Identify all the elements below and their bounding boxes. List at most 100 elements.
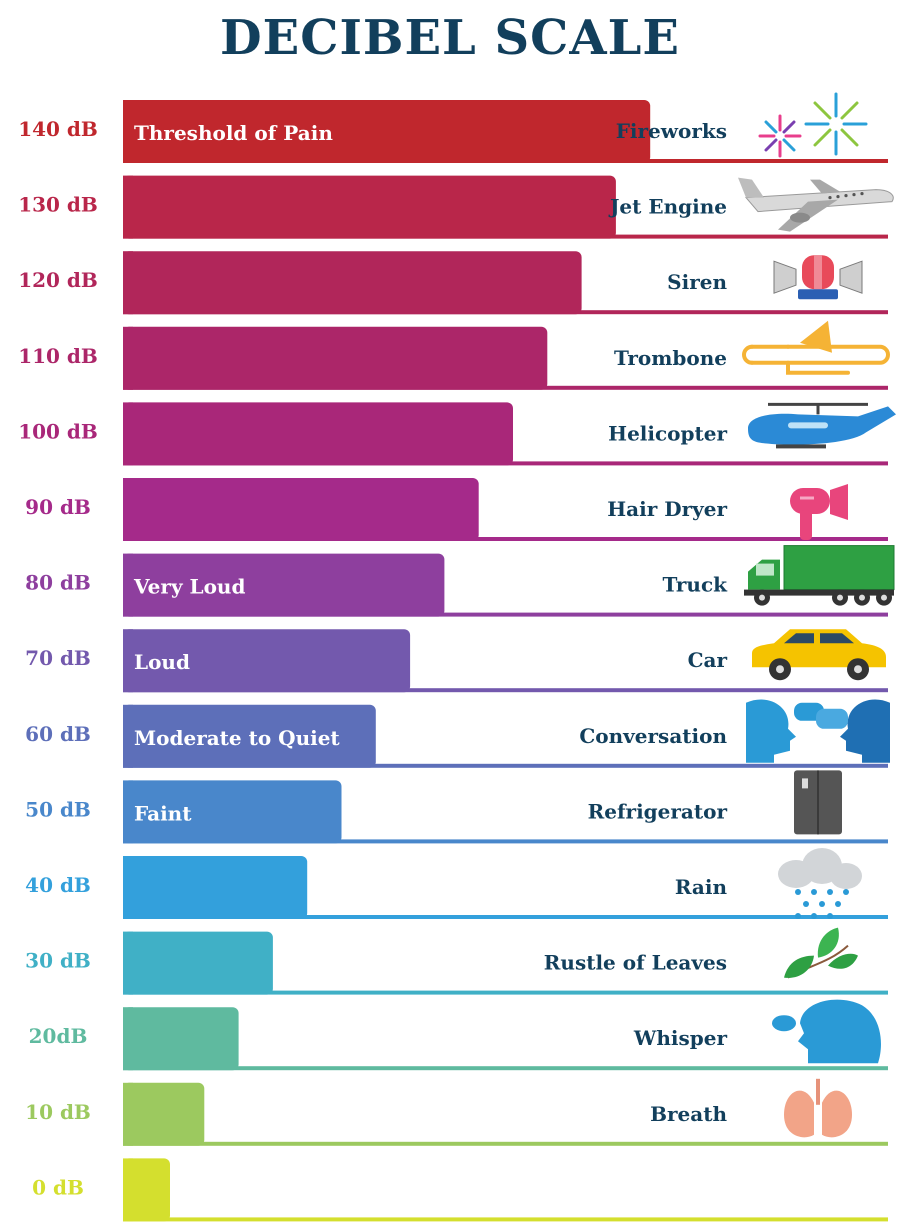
- decibel-level-label: 70 dB: [25, 646, 91, 670]
- sound-source-label: Hair Dryer: [607, 497, 727, 521]
- car-icon: [752, 629, 886, 681]
- helicopter-icon: [746, 402, 898, 450]
- decibel-bar-edge: [123, 856, 133, 919]
- decibel-row: 20dB Whisper: [29, 999, 888, 1071]
- decibel-bar-edge: [123, 629, 133, 693]
- hair-dryer-icon: [788, 482, 850, 542]
- row-baseline: [123, 1141, 888, 1146]
- decibel-level-label: 50 dB: [25, 797, 91, 821]
- sound-source-label: Siren: [667, 270, 727, 294]
- decibel-bar: [123, 780, 342, 844]
- decibel-bar: [123, 402, 513, 466]
- decibel-level-label: 80 dB: [25, 571, 91, 595]
- decibel-bar: [123, 553, 445, 617]
- decibel-row: 140 dB Threshold of Pain Fireworks: [18, 92, 888, 163]
- decibel-level-label: 110 dB: [18, 344, 98, 368]
- decibel-bar-edge: [123, 478, 133, 541]
- jet-engine-icon: [737, 177, 894, 233]
- decibel-row: 30 dB Rustle of Leaves: [25, 926, 888, 995]
- rain-icon: [778, 848, 862, 919]
- decibel-bar: [123, 1082, 205, 1146]
- decibel-row: 10 dB Breath: [25, 1076, 888, 1146]
- decibel-bar-edge: [123, 704, 133, 768]
- decibel-bar: [123, 1007, 239, 1071]
- fireworks-icon: [758, 92, 868, 158]
- decibel-bar-edge: [123, 251, 133, 315]
- row-baseline: [123, 763, 888, 768]
- decibel-bar: [123, 100, 651, 163]
- decibel-row: 120 dB Siren: [18, 251, 888, 315]
- sound-source-label: Fireworks: [616, 119, 727, 143]
- decibel-bar: [123, 931, 273, 995]
- decibel-bar-edge: [123, 175, 133, 239]
- trombone-icon: [742, 318, 890, 375]
- sound-source-label: Jet Engine: [608, 195, 727, 219]
- decibel-row: 130 dB Jet Engine: [18, 175, 894, 239]
- decibel-level-label: 30 dB: [25, 949, 91, 973]
- row-baseline: [123, 839, 888, 844]
- sound-source-label: Refrigerator: [588, 799, 728, 823]
- row-baseline: [123, 915, 888, 919]
- row-baseline: [123, 1217, 888, 1222]
- decibel-bar: [123, 478, 479, 541]
- row-baseline: [123, 1066, 888, 1071]
- sound-source-label: Helicopter: [608, 421, 727, 445]
- decibel-level-label: 60 dB: [25, 722, 91, 746]
- row-baseline: [123, 688, 888, 693]
- decibel-bar-edge: [123, 1007, 133, 1071]
- sound-source-label: Breath: [650, 1102, 727, 1126]
- sound-source-label: Rain: [675, 875, 728, 899]
- decibel-level-label: 10 dB: [25, 1100, 91, 1124]
- conversation-icon: [746, 699, 890, 763]
- siren-icon: [773, 254, 863, 300]
- decibel-row: 100 dB Helicopter: [18, 402, 898, 466]
- leaves-icon: [783, 926, 859, 979]
- truck-icon: [743, 545, 895, 607]
- decibel-level-label: 140 dB: [18, 117, 98, 141]
- decibel-level-label: 20dB: [29, 1024, 88, 1048]
- decibel-row: 110 dB Trombone: [18, 318, 890, 390]
- decibel-bar-edge: [123, 100, 133, 163]
- decibel-level-label: 90 dB: [25, 495, 91, 519]
- decibel-row: 90 dB Hair Dryer: [25, 478, 888, 542]
- refrigerator-icon: [793, 769, 843, 836]
- decibel-bar: [123, 251, 582, 315]
- decibel-level-label: 120 dB: [18, 268, 98, 292]
- decibel-row: 50 dB Faint Refrigerator: [25, 769, 888, 844]
- decibel-bar-edge: [123, 1158, 133, 1222]
- decibel-bar: [123, 704, 376, 768]
- lungs-icon: [782, 1076, 854, 1140]
- row-baseline: [123, 990, 888, 995]
- decibel-level-label: 130 dB: [18, 193, 98, 217]
- decibel-bar-edge: [123, 553, 133, 617]
- decibel-bar-edge: [123, 931, 133, 995]
- sound-source-label: Rustle of Leaves: [544, 951, 727, 975]
- decibel-level-label: 40 dB: [25, 873, 91, 897]
- decibel-bar-edge: [123, 326, 133, 390]
- sound-source-label: Conversation: [579, 724, 727, 748]
- row-baseline: [123, 612, 888, 617]
- decibel-bar-edge: [123, 780, 133, 844]
- decibel-bar-edge: [123, 1082, 133, 1146]
- decibel-row: 80 dB Very Loud Truck: [25, 545, 895, 617]
- loudness-category-label: Threshold of Pain: [134, 121, 333, 145]
- decibel-bar: [123, 629, 411, 693]
- row-baseline: [123, 537, 888, 541]
- loudness-category-label: Faint: [134, 801, 192, 825]
- decibel-level-label: 0 dB: [32, 1175, 84, 1199]
- decibel-row: 0 dB: [32, 1158, 888, 1222]
- decibel-bar: [123, 175, 616, 239]
- sound-source-label: Car: [688, 648, 728, 672]
- loudness-category-label: Very Loud: [133, 575, 245, 599]
- sound-source-label: Trombone: [614, 346, 727, 370]
- decibel-bar-edge: [123, 402, 133, 466]
- sound-source-label: Truck: [662, 573, 728, 597]
- decibel-bar: [123, 1158, 170, 1222]
- decibel-level-label: 100 dB: [18, 419, 98, 443]
- loudness-category-label: Loud: [134, 650, 190, 674]
- whisper-icon: [772, 999, 881, 1064]
- decibel-row: 40 dB Rain: [25, 848, 888, 919]
- decibel-bar: [123, 856, 308, 919]
- sound-source-label: Whisper: [633, 1026, 728, 1050]
